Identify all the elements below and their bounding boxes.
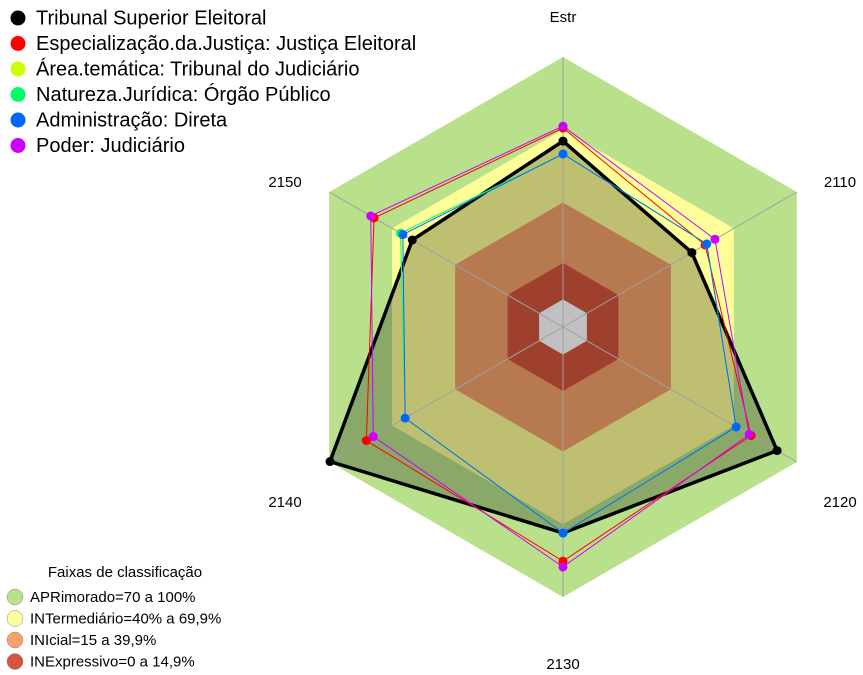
data-point [366, 211, 376, 221]
data-point [558, 149, 568, 159]
data-point [687, 248, 697, 258]
data-point [558, 562, 568, 572]
data-point [361, 436, 371, 446]
data-point [325, 457, 335, 467]
data-point [702, 239, 712, 249]
band-legend-title: Faixas de classificação [48, 564, 202, 581]
data-point [398, 230, 408, 240]
band-legend-marker [6, 610, 24, 627]
data-point [772, 446, 782, 456]
legend-marker [10, 112, 26, 128]
legend-label: Área.temática: Tribunal do Judiciário [36, 57, 360, 80]
axis-label: 2120 [823, 494, 856, 511]
data-point [744, 429, 754, 439]
legend-label: Natureza.Jurídica: Órgão Público [36, 83, 331, 106]
axis-label: Estr [550, 9, 577, 26]
legend-label: Tribunal Superior Eleitoral [36, 7, 266, 29]
axis-label: 2110 [824, 174, 856, 191]
legend-label: Especialização.da.Justiça: Justiça Eleit… [36, 33, 416, 55]
data-point [558, 121, 568, 131]
legend-label: Poder: Judiciário [36, 135, 185, 157]
axis-line [562, 191, 798, 328]
legend-marker [10, 61, 26, 77]
legend-marker [10, 87, 26, 102]
band-legend-label: INExpressivo=0 a 14,9% [30, 653, 195, 670]
band-legend-label: INIcial=15 a 39,9% [30, 632, 156, 649]
data-point [368, 432, 378, 442]
legend-marker [10, 36, 26, 51]
data-point [558, 136, 568, 146]
band-legend-label: INTermediário=40% a 69,9% [30, 610, 221, 627]
axis-line [562, 326, 798, 463]
data-point [558, 528, 568, 538]
data-point [710, 234, 720, 244]
legend-label: Administração: Direta [36, 109, 228, 131]
axis-label: 2140 [268, 494, 301, 511]
legend-marker [10, 10, 26, 26]
band-legend-marker [6, 588, 24, 606]
data-point [407, 235, 417, 245]
band-legend-marker [6, 631, 24, 649]
legend-marker [10, 138, 26, 153]
band-legend-marker [6, 653, 24, 670]
axis-label: 2150 [268, 174, 301, 191]
data-point [731, 422, 741, 432]
axis-label: 2130 [546, 656, 579, 673]
band-legend-label: APRimorado=70 a 100% [30, 589, 196, 606]
data-point [400, 413, 410, 423]
